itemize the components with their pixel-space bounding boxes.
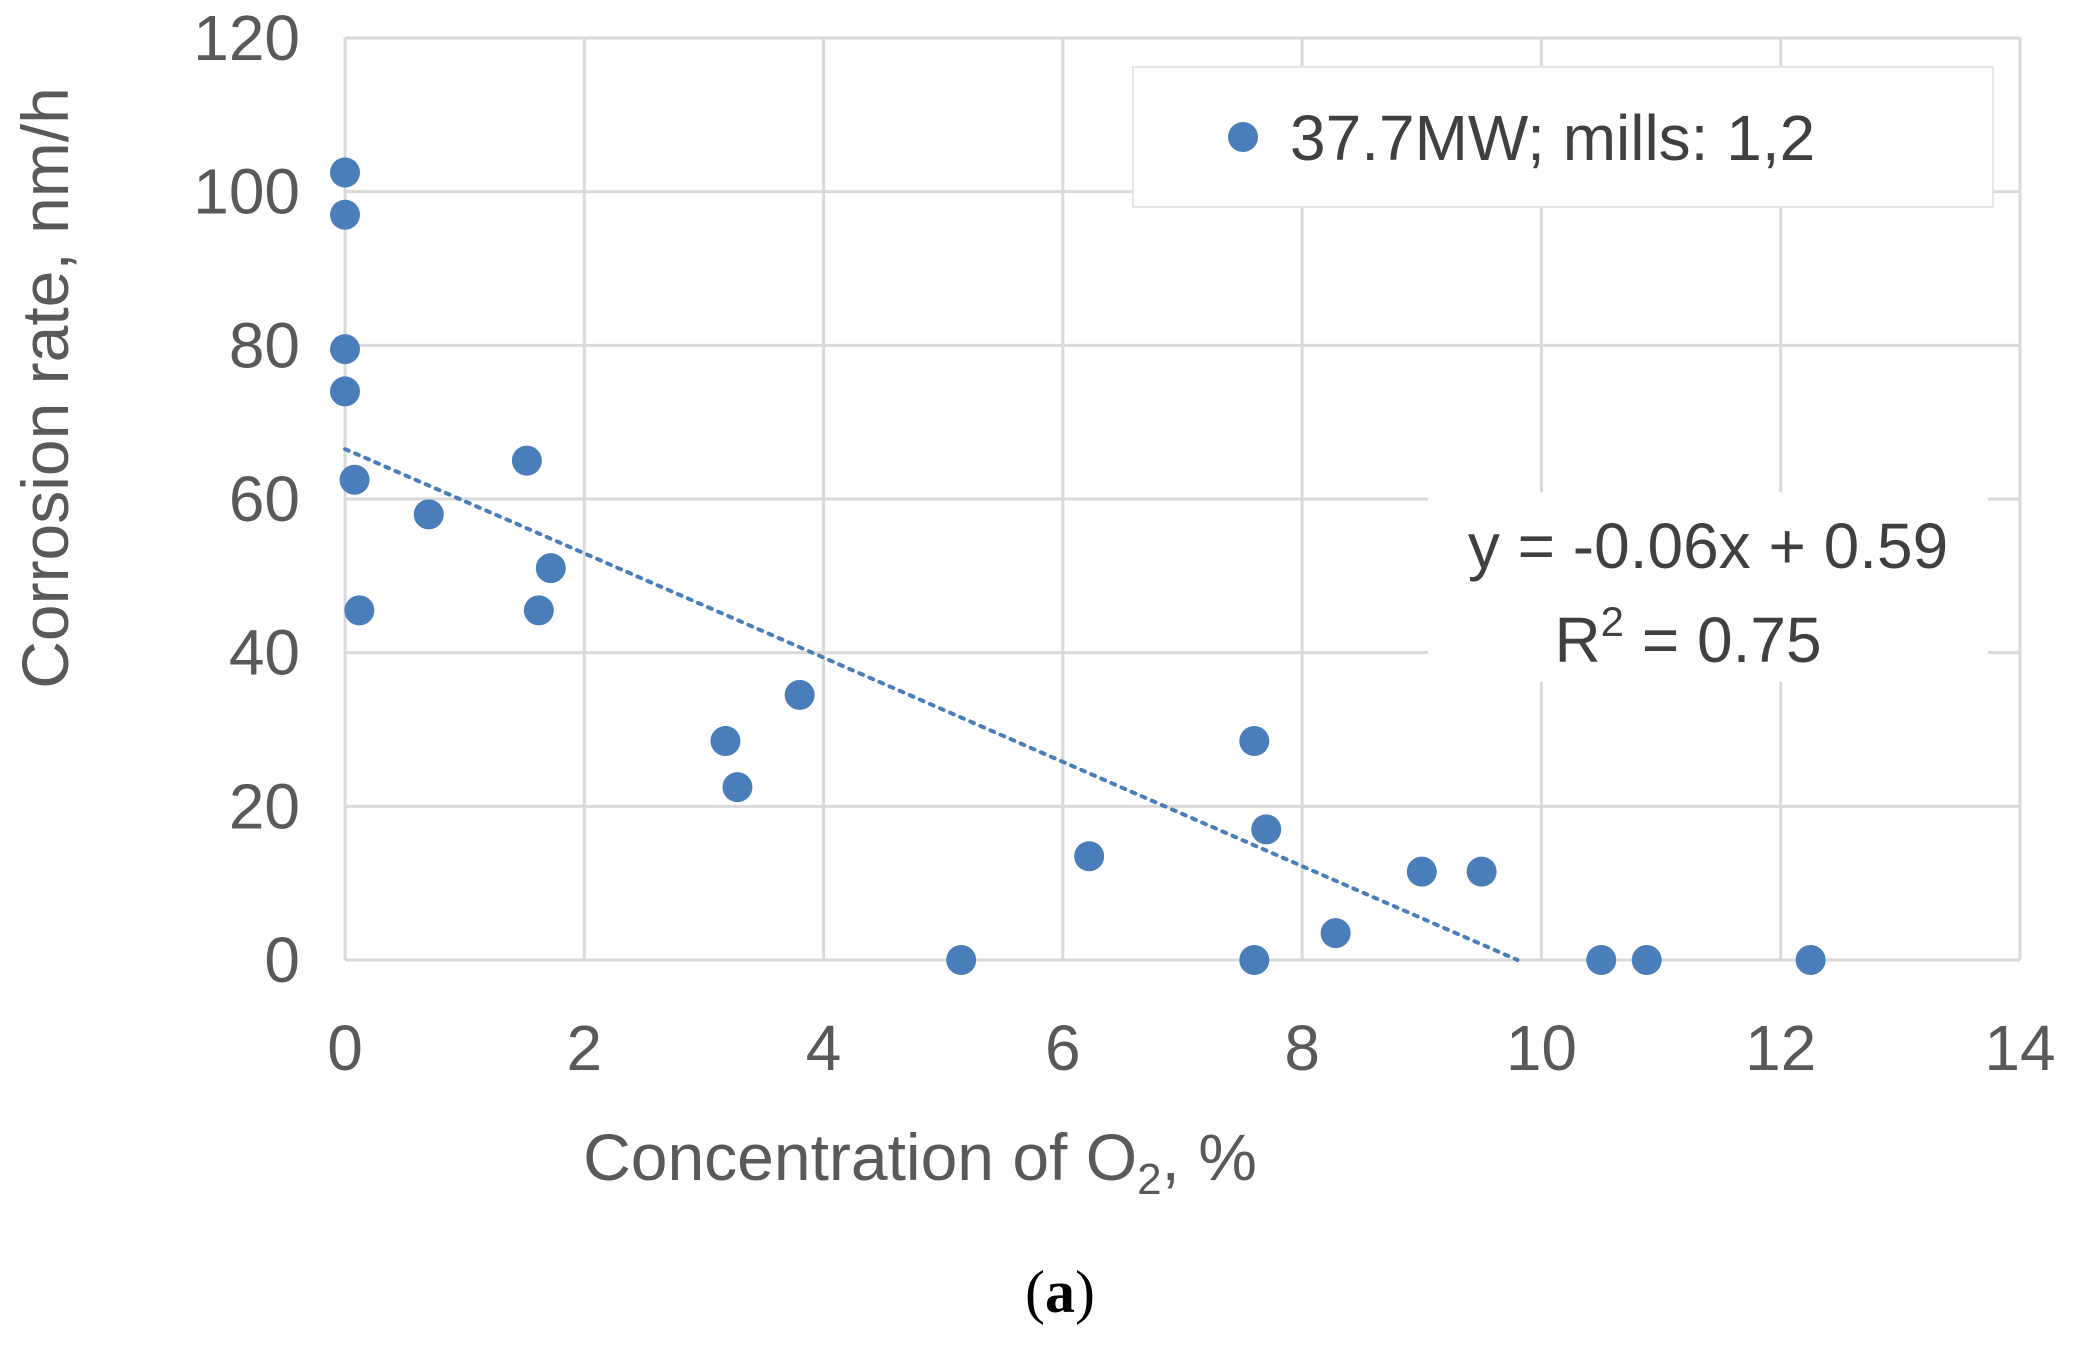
legend-label: 37.7MW; mills: 1,2 [1290,102,1815,174]
x-axis-title-main: Concentration of O [583,1120,1137,1194]
data-point [511,445,542,476]
trendline-layer [343,447,1520,962]
data-point [1631,945,1662,975]
x-tick-label: 12 [1745,1012,1816,1084]
data-point [330,157,360,188]
equation-text: y = -0.06x + 0.59 [1468,510,1948,582]
legend-box [1132,66,1994,208]
tick-labels: 0 2 4 6 8 10 12 14 0 20 40 60 80 100 120 [193,2,2055,1084]
y-tick-label: 0 [264,924,300,996]
data-point [1239,726,1270,757]
x-tick-label: 14 [1984,1012,2055,1084]
r-squared-superscript: 2 [1601,598,1624,645]
data-point [330,334,360,365]
x-tick-label: 4 [806,1012,842,1084]
data-point [344,595,375,626]
data-point [413,499,444,530]
legend-marker [1228,122,1258,152]
panel-label-open: ( [1025,1259,1045,1325]
x-tick-label: 10 [1506,1012,1577,1084]
data-point [1074,841,1105,872]
data-point [1586,945,1617,975]
r-squared-text: R2 = 0.75 [1554,598,1821,676]
panel-label: (a) [1025,1259,1095,1325]
data-point [330,376,360,407]
x-axis-title-suffix: , % [1162,1120,1257,1194]
data-point [1795,945,1826,975]
x-tick-label: 2 [566,1012,602,1084]
y-tick-label: 20 [229,770,300,842]
equation-background [1428,492,1988,682]
x-tick-label: 8 [1284,1012,1320,1084]
data-point [784,679,815,710]
y-axis-title: Corrosion rate, nm/h [8,87,82,689]
trendline-equation: y = -0.06x + 0.59 R2 = 0.75 [1428,492,1988,682]
legend: 37.7MW; mills: 1,2 [1132,66,1994,208]
y-tick-label: 60 [229,463,300,535]
data-point [1406,856,1437,887]
data-points [330,157,1826,975]
y-tick-label: 80 [229,309,300,381]
x-tick-label: 6 [1045,1012,1081,1084]
data-point [330,199,360,230]
data-point [722,772,753,803]
trendline [343,447,1520,962]
r-squared-value: = 0.75 [1624,604,1822,676]
y-tick-label: 120 [193,2,300,74]
x-axis-title-subscript: 2 [1137,1155,1161,1204]
data-point [1251,814,1282,845]
data-point [1320,918,1351,949]
panel-label-close: ) [1075,1259,1095,1325]
y-tick-label: 40 [229,617,300,689]
data-point [1239,945,1270,975]
r-squared-prefix: R [1554,604,1600,676]
data-point [710,726,741,757]
data-point [535,553,566,584]
y-tick-label: 100 [193,156,300,228]
data-point [523,595,554,626]
data-point [946,945,977,975]
data-point [339,464,370,495]
x-axis-title: Concentration of O2, % [583,1120,1257,1204]
panel-label-letter: a [1045,1259,1075,1325]
data-point [1466,856,1497,887]
x-tick-label: 0 [327,1012,363,1084]
